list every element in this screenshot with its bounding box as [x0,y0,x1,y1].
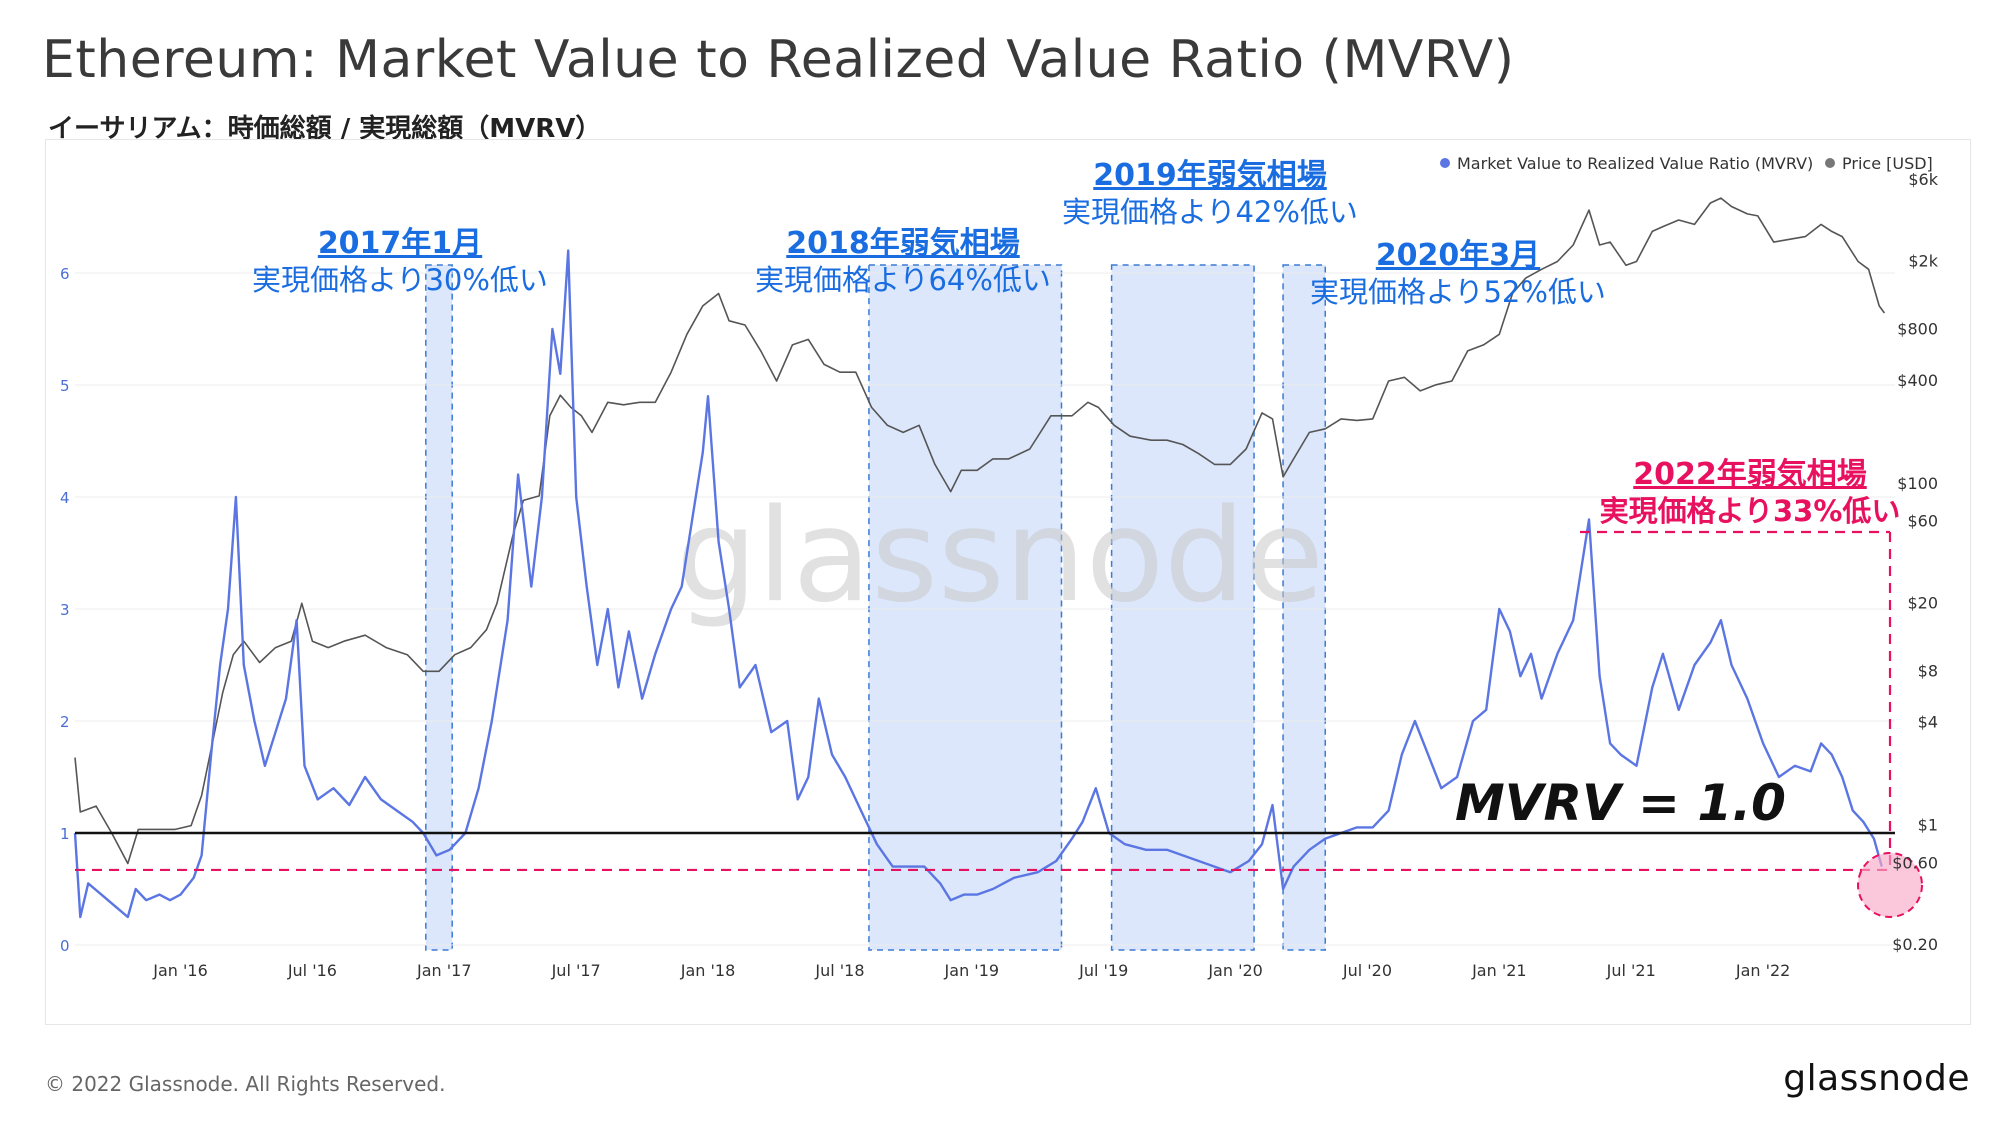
y-right-tick: $400 [1897,371,1938,390]
y-right-tick: $60 [1907,512,1938,531]
brand-logo: glassnode [1783,1058,1970,1099]
y-right-tick: $2k [1908,252,1938,271]
y-left-tick: 2 [60,713,70,731]
y-right-tick: $4 [1918,713,1938,732]
y-left-tick: 1 [60,825,70,843]
x-tick: Jul '19 [1078,961,1128,980]
x-tick: Jan '18 [680,961,736,980]
y-right-tick: $20 [1907,593,1938,612]
annotation-text: 実現価格より64%低い [755,263,1051,297]
price-line [74,197,1886,865]
x-tick: Jan '22 [1735,961,1791,980]
y-left-tick: 3 [60,601,70,619]
shaded-region-2 [868,264,1063,951]
mvrv-series [73,249,1883,919]
x-tick: Jan '17 [416,961,472,980]
mvrv-one-label: MVRV = 1.0 [1455,774,1786,832]
y-right-tick: $800 [1897,320,1938,339]
annotation-title: 2022年弱気相場 [1633,457,1867,492]
x-tick: Jul '20 [1342,961,1392,980]
pink-highlight-circle [1857,852,1923,918]
page-title: Ethereum: Market Value to Realized Value… [42,30,1515,90]
y-right-tick: $0.60 [1892,853,1938,872]
x-tick: Jan '20 [1207,961,1263,980]
shaded-region-1 [425,264,453,951]
annotation-title: 2018年弱気相場 [786,226,1020,261]
price-series [74,197,1886,865]
legend-label: Price [USD] [1842,154,1933,173]
shaded-regions [425,264,1327,951]
y-right-tick: $8 [1918,661,1938,680]
mvrv-line [73,249,1883,919]
y-left-tick: 5 [60,377,70,395]
axes: 0 1 2 3 4 5 6 Jan '16 Jul '16 Jan '17 Jul '17 Jan '… [60,170,1939,980]
x-tick: Jul '16 [287,961,337,980]
y-right-tick: $6k [1908,170,1938,189]
y-left-tick: 0 [60,937,70,955]
reference-lines: MVRV = 1.0 [75,530,1923,918]
annotation-text: 実現価格より42%低い [1062,195,1358,229]
x-tick: Jan '19 [944,961,1000,980]
y-right-tick: $100 [1897,474,1938,493]
x-tick: Jul '21 [1606,961,1656,980]
annotation-title: 2019年弱気相場 [1093,158,1327,193]
y-right-tick: $0.20 [1892,935,1938,954]
x-tick: Jan '21 [1471,961,1527,980]
annotation-title: 2017年1月 [318,226,482,261]
x-tick: Jul '18 [814,961,864,980]
legend-dot [1440,158,1450,168]
annotation-text: 実現価格より33%低い [1600,494,1901,528]
shaded-region-3 [1110,264,1255,951]
x-tick: Jul '17 [551,961,601,980]
legend: Market Value to Realized Value Ratio (MV… [1440,154,1933,173]
watermark: glassnode [676,482,1324,631]
x-tick: Jan '16 [152,961,208,980]
shaded-region-4 [1282,264,1327,951]
annotation-title: 2020年3月 [1376,238,1540,273]
legend-label: Market Value to Realized Value Ratio (MV… [1457,154,1813,173]
annotation-text: 実現価格より30%低い [252,263,548,297]
y-left-tick: 4 [60,489,70,507]
legend-dot [1825,158,1835,168]
y-right-tick: $1 [1918,816,1938,835]
y-left-tick: 6 [60,265,70,283]
annotation-text: 実現価格より52%低い [1310,275,1606,309]
copyright-text: © 2022 Glassnode. All Rights Reserved. [45,1072,446,1096]
